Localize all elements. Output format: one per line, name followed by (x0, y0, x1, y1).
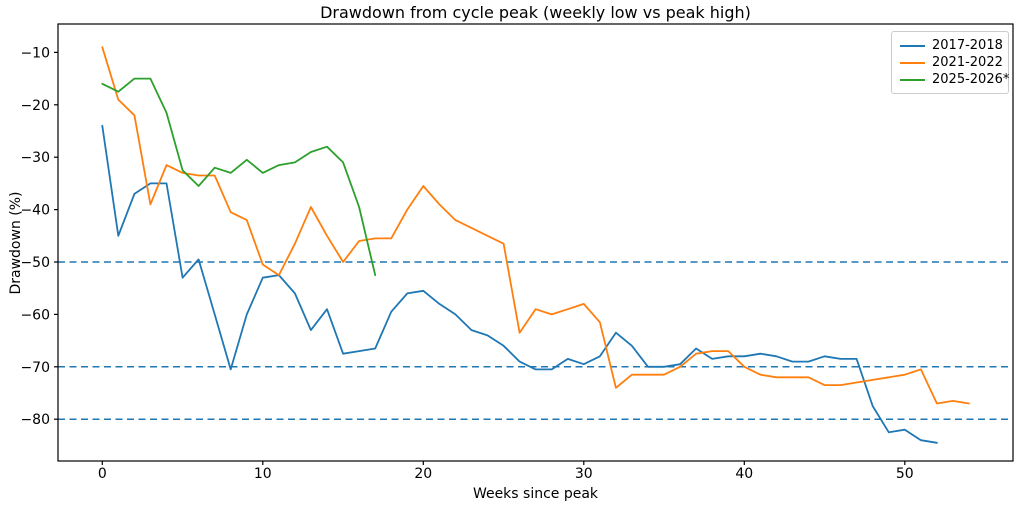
y-tick-label: −10 (20, 45, 50, 61)
y-tick-label: −70 (20, 360, 50, 376)
x-tick-label: 0 (98, 466, 107, 482)
legend-item-2025-2026: 2025-2026* (900, 71, 1009, 88)
legend: 2017-2018 2021-2022 2025-2026* (891, 31, 1009, 94)
y-tick-label: −80 (20, 412, 50, 428)
axes-box (57, 23, 1014, 462)
y-tick-label: −40 (20, 203, 50, 219)
x-tick-label: 40 (735, 466, 753, 482)
legend-item-2017-2018: 2017-2018 (900, 37, 1003, 54)
series-line-2021-2022 (101, 46, 970, 405)
legend-label: 2017-2018 (932, 38, 1003, 53)
series-line-2017-2018 (101, 124, 938, 444)
legend-label: 2021-2022 (932, 55, 1003, 70)
y-axis-label: Drawdown (%) (8, 191, 24, 295)
chart-title: Drawdown from cycle peak (weekly low vs … (320, 3, 751, 22)
x-tick-label: 50 (896, 466, 914, 482)
x-tick-label: 10 (254, 466, 272, 482)
y-tick-label: −20 (20, 98, 50, 114)
legend-line-swatch (900, 61, 925, 64)
y-tick-label: −50 (20, 255, 50, 271)
x-tick-label: 20 (414, 466, 432, 482)
x-axis-label: Weeks since peak (472, 486, 599, 502)
legend-line-swatch (900, 44, 925, 47)
y-tick-label: −60 (20, 307, 50, 323)
legend-item-2021-2022: 2021-2022 (900, 54, 1003, 71)
legend-label: 2025-2026* (932, 72, 1010, 87)
x-tick-label: 30 (575, 466, 593, 482)
legend-line-swatch (900, 78, 925, 81)
series-line-2025-2026* (101, 77, 377, 277)
y-tick-label: −30 (20, 150, 50, 166)
